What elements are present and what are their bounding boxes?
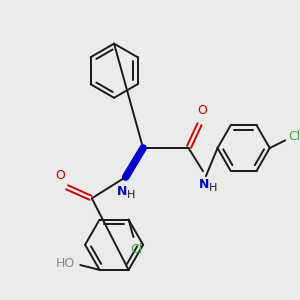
Text: O: O: [197, 104, 207, 117]
Text: Cl: Cl: [130, 243, 142, 256]
Text: H: H: [208, 183, 217, 193]
Text: Cl: Cl: [288, 130, 300, 143]
Text: H: H: [127, 190, 136, 200]
Text: O: O: [55, 169, 65, 182]
Text: N: N: [199, 178, 209, 191]
Text: HO: HO: [56, 256, 75, 270]
Text: N: N: [117, 185, 127, 198]
